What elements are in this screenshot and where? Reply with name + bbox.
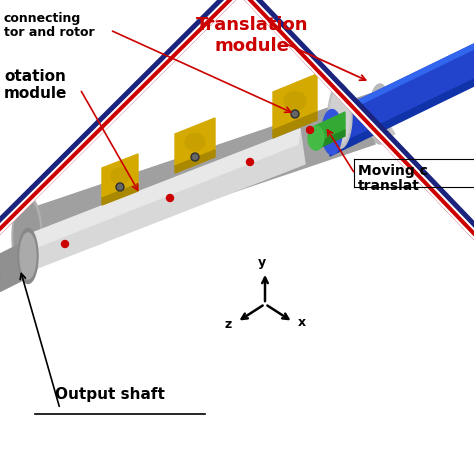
Ellipse shape	[328, 83, 352, 148]
Polygon shape	[273, 112, 317, 138]
Text: y: y	[258, 256, 266, 269]
Ellipse shape	[284, 91, 306, 110]
Text: connecting: connecting	[4, 12, 81, 25]
Text: z: z	[225, 318, 232, 331]
Polygon shape	[30, 129, 300, 249]
Ellipse shape	[20, 233, 36, 279]
Text: otation: otation	[4, 69, 66, 84]
Text: tor and rotor: tor and rotor	[4, 26, 95, 39]
Polygon shape	[30, 129, 305, 269]
Ellipse shape	[185, 134, 205, 151]
Text: module: module	[4, 86, 67, 101]
Text: translat: translat	[358, 179, 420, 193]
Circle shape	[62, 240, 69, 247]
Text: Moving c: Moving c	[358, 164, 428, 178]
Ellipse shape	[308, 126, 324, 150]
Text: Translation
module: Translation module	[196, 16, 308, 55]
Polygon shape	[102, 184, 138, 205]
Circle shape	[192, 155, 198, 159]
Text: x: x	[298, 316, 306, 329]
Ellipse shape	[330, 88, 350, 144]
Polygon shape	[0, 0, 235, 234]
Polygon shape	[0, 239, 35, 294]
Circle shape	[291, 110, 299, 118]
Polygon shape	[315, 112, 345, 144]
Circle shape	[166, 194, 173, 201]
Polygon shape	[330, 79, 474, 156]
Ellipse shape	[14, 200, 40, 274]
Ellipse shape	[322, 109, 342, 155]
Polygon shape	[102, 154, 138, 198]
Polygon shape	[15, 94, 375, 264]
Circle shape	[118, 184, 122, 190]
Polygon shape	[245, 0, 474, 239]
Polygon shape	[245, 0, 474, 239]
Circle shape	[191, 153, 199, 161]
Ellipse shape	[18, 228, 38, 283]
Polygon shape	[0, 0, 235, 234]
Text: Output shaft: Output shaft	[55, 387, 165, 402]
Polygon shape	[175, 118, 215, 166]
Circle shape	[307, 127, 313, 134]
Ellipse shape	[111, 168, 129, 184]
Polygon shape	[175, 150, 215, 173]
Polygon shape	[245, 0, 474, 239]
Ellipse shape	[369, 84, 391, 144]
Polygon shape	[15, 94, 395, 254]
Polygon shape	[0, 0, 235, 234]
Polygon shape	[273, 74, 317, 130]
Polygon shape	[245, 0, 474, 239]
Polygon shape	[315, 130, 345, 150]
Polygon shape	[330, 44, 474, 149]
Polygon shape	[0, 0, 235, 234]
Circle shape	[116, 183, 124, 191]
Circle shape	[246, 158, 254, 165]
Circle shape	[292, 111, 298, 117]
Polygon shape	[330, 44, 474, 119]
Ellipse shape	[12, 194, 42, 280]
